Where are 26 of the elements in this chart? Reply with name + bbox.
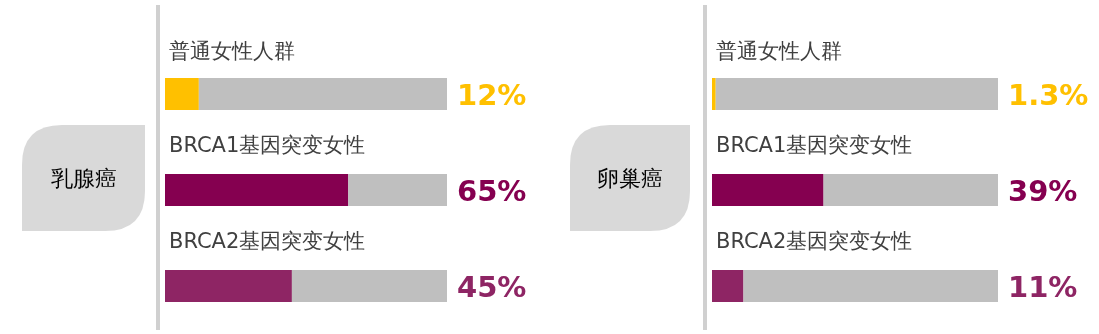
text: 卵巢癌 bbox=[597, 166, 663, 191]
category-label: 普通女性人群 bbox=[716, 39, 842, 63]
bar bbox=[165, 174, 349, 206]
bar bbox=[348, 174, 447, 206]
bar bbox=[715, 78, 998, 110]
bar bbox=[198, 78, 447, 110]
bar bbox=[712, 270, 744, 302]
data-label: 65% bbox=[457, 174, 527, 208]
bar bbox=[291, 270, 447, 302]
bar bbox=[743, 270, 998, 302]
data-label: 45% bbox=[457, 270, 527, 304]
category-label: 普通女性人群 bbox=[169, 39, 295, 63]
bar bbox=[165, 270, 292, 302]
bar bbox=[823, 174, 998, 206]
data-label: 39% bbox=[1008, 174, 1078, 208]
category-label: BRCA1基因突变女性 bbox=[169, 133, 366, 157]
category-label: BRCA2基因突变女性 bbox=[169, 229, 366, 253]
category-label: BRCA1基因突变女性 bbox=[716, 133, 913, 157]
bar bbox=[712, 174, 824, 206]
category-label: BRCA2基因突变女性 bbox=[716, 229, 913, 253]
data-label: 1.3% bbox=[1008, 78, 1089, 112]
bar bbox=[165, 78, 199, 110]
bar bbox=[712, 78, 716, 110]
data-label: 11% bbox=[1008, 270, 1078, 304]
text: 乳腺癌 bbox=[50, 166, 117, 191]
data-label: 12% bbox=[457, 78, 527, 112]
